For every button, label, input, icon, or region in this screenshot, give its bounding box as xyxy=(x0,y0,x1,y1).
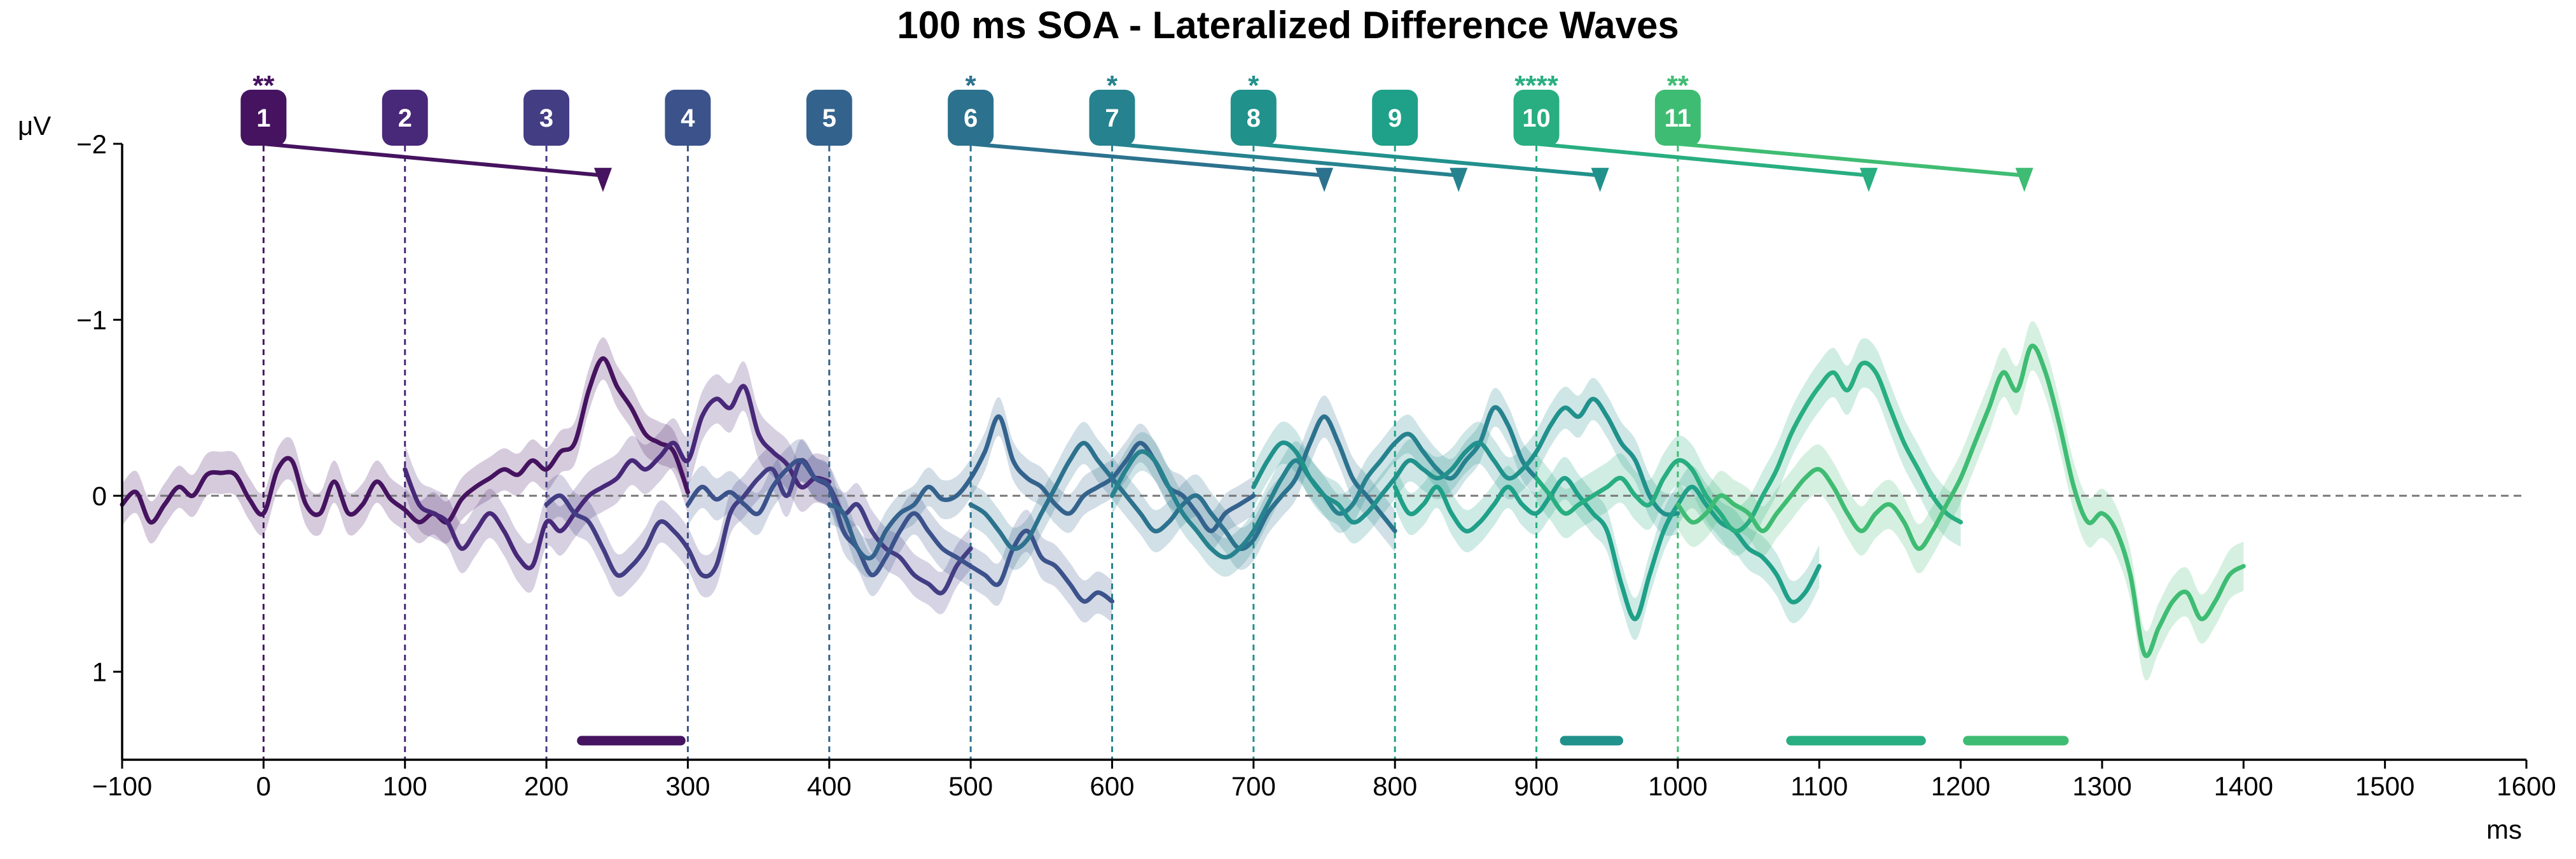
x-tick-label-12: 1100 xyxy=(1790,771,1848,801)
x-tick-label-15: 1400 xyxy=(2214,771,2273,801)
axes: −100 0 100 200 300 400 500 600 700 800 900 1000 1100… xyxy=(76,129,2556,801)
onset-badge-label-5: 5 xyxy=(822,104,836,132)
y-tick-label-2: 0 xyxy=(92,481,107,511)
series-line-5 xyxy=(827,414,1256,561)
series-line-8 xyxy=(1251,396,1680,525)
x-tick-label-17: 1600 xyxy=(2496,771,2556,801)
series-lines xyxy=(120,344,2246,659)
onset-badge-2 xyxy=(382,90,428,146)
significance-stars-10: **** xyxy=(1514,70,1558,101)
onset-badge-label-8: 8 xyxy=(1247,104,1261,132)
onset-arrow-7 xyxy=(1112,142,1459,178)
series-line-1 xyxy=(120,356,690,525)
series-line-6 xyxy=(968,414,1397,552)
onset-badge-1 xyxy=(240,90,287,146)
onset-badges: 1 ** 2 3 4 5 6 * 7 * 8 * 9 10 **** 11 ** xyxy=(240,70,1701,146)
onset-arrow-8 xyxy=(1253,142,1600,178)
x-tick-label-7: 600 xyxy=(1090,771,1134,801)
series-line-11 xyxy=(1675,344,2246,659)
significance-stars-6: * xyxy=(966,70,977,101)
onset-arrowhead-10 xyxy=(1860,167,1878,192)
onset-arrow-11 xyxy=(1677,142,2025,178)
onset-badge-label-6: 6 xyxy=(964,104,978,132)
y-tick-label-0: −2 xyxy=(76,129,107,159)
y-tick-label-3: 1 xyxy=(92,657,107,687)
onset-badge-5 xyxy=(806,90,852,146)
onset-badge-8 xyxy=(1230,90,1277,146)
onset-arrowhead-6 xyxy=(1315,167,1333,192)
onset-badge-label-10: 10 xyxy=(1522,104,1551,132)
sem-band-11 xyxy=(1677,321,2244,681)
x-tick-label-11: 1000 xyxy=(1648,771,1707,801)
x-tick-label-10: 900 xyxy=(1514,771,1558,801)
x-tick-label-1: 0 xyxy=(256,771,271,801)
onset-badge-6 xyxy=(948,90,994,146)
x-tick-label-16: 1500 xyxy=(2355,771,2414,801)
x-tick-label-6: 500 xyxy=(948,771,993,801)
onset-badge-label-4: 4 xyxy=(681,104,695,132)
onset-arrow-10 xyxy=(1536,142,1869,178)
x-tick-label-3: 200 xyxy=(524,771,569,801)
series-line-4 xyxy=(685,457,1114,604)
chart-title: 100 ms SOA - Lateralized Difference Wave… xyxy=(897,4,1679,46)
x-axis-unit-label: ms xyxy=(2486,814,2522,844)
onset-badge-3 xyxy=(523,90,570,146)
y-tick-label-1: −1 xyxy=(76,305,107,335)
onset-badge-label-3: 3 xyxy=(539,104,553,132)
sem-bands xyxy=(122,321,2244,681)
onset-arrowhead-8 xyxy=(1591,167,1609,192)
onset-badge-label-9: 9 xyxy=(1388,104,1402,132)
significance-stars-8: * xyxy=(1248,70,1259,101)
sem-band-7 xyxy=(1112,388,1537,577)
series-line-3 xyxy=(544,457,973,596)
onset-badge-label-1: 1 xyxy=(256,104,270,132)
onset-arrows xyxy=(263,142,2033,192)
y-axis-unit-label: μV xyxy=(18,111,51,141)
onset-lines xyxy=(262,146,1679,760)
x-tick-label-2: 100 xyxy=(383,771,427,801)
series-line-10 xyxy=(1534,360,1963,534)
onset-arrowhead-7 xyxy=(1450,167,1468,192)
onset-arrow-1 xyxy=(263,142,604,178)
onset-arrowhead-1 xyxy=(594,167,612,192)
onset-badge-4 xyxy=(665,90,711,146)
x-tick-label-13: 1200 xyxy=(1931,771,1990,801)
onset-badge-label-7: 7 xyxy=(1105,104,1119,132)
onset-badge-9 xyxy=(1372,90,1418,146)
x-tick-label-8: 700 xyxy=(1231,771,1276,801)
x-tick-label-9: 800 xyxy=(1373,771,1417,801)
significance-stars-1: ** xyxy=(253,70,275,101)
onset-arrowhead-11 xyxy=(2015,167,2033,192)
x-tick-label-0: −100 xyxy=(92,771,153,801)
x-tick-label-14: 1300 xyxy=(2072,771,2131,801)
onset-badge-label-11: 11 xyxy=(1665,104,1691,132)
significance-stars-7: * xyxy=(1107,70,1118,101)
onset-badge-7 xyxy=(1089,90,1135,146)
x-tick-label-4: 300 xyxy=(665,771,710,801)
onset-badge-label-2: 2 xyxy=(398,104,412,132)
x-tick-label-5: 400 xyxy=(807,771,852,801)
onset-arrow-6 xyxy=(970,142,1325,178)
series-line-2 xyxy=(403,384,832,571)
series-line-9 xyxy=(1392,476,1822,622)
onset-badge-11 xyxy=(1654,90,1701,146)
sem-band-6 xyxy=(971,395,1395,570)
onset-badge-10 xyxy=(1513,90,1560,146)
significance-stars-11: ** xyxy=(1667,70,1689,101)
sem-band-3 xyxy=(546,439,971,615)
